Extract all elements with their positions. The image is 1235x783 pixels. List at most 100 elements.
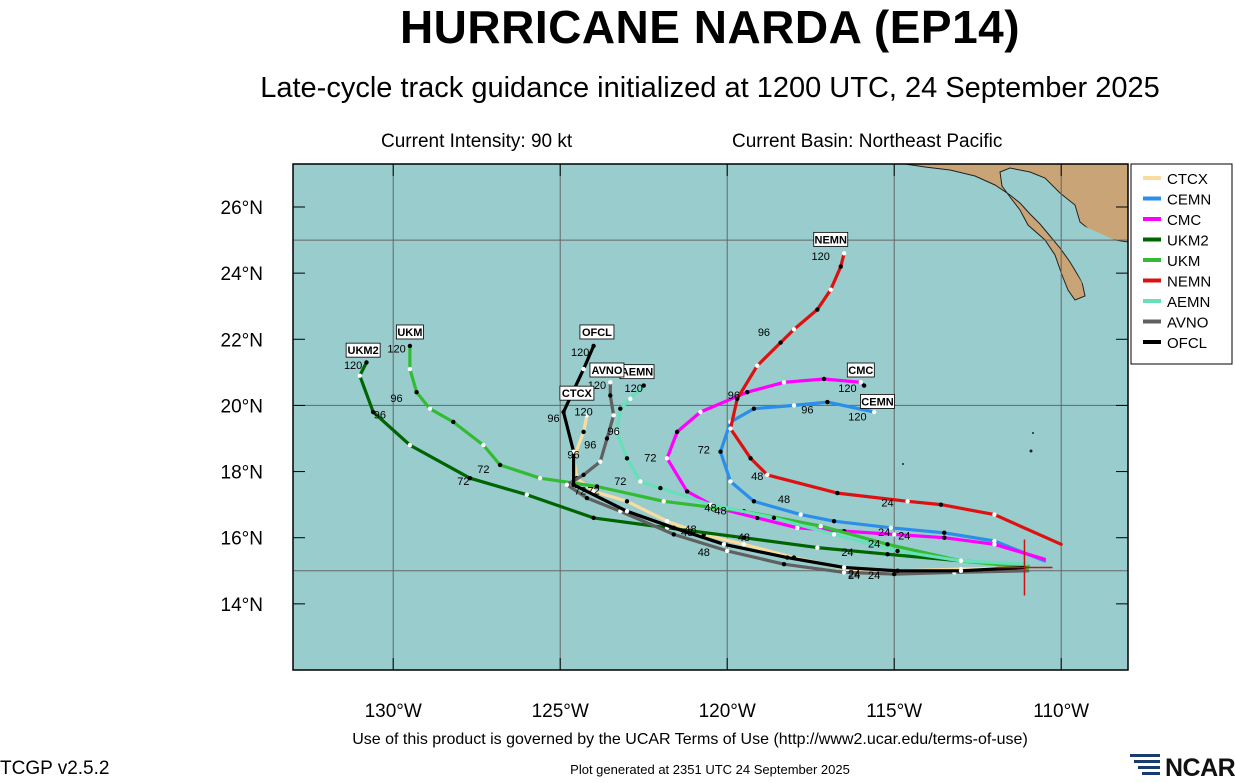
track-point: [571, 449, 576, 454]
forecast-hour-label: 48: [684, 524, 696, 536]
track-point: [638, 479, 643, 484]
track-point: [942, 535, 947, 540]
legend-entry-ofcl: OFCL: [1167, 335, 1207, 352]
forecast-hour-label: 24: [848, 568, 860, 580]
forecast-hour-label: 72: [477, 464, 489, 476]
legend-entry-ukm2: UKM2: [1167, 233, 1209, 250]
y-tick-label: 20°N: [221, 396, 263, 417]
forecast-hour-label: 24: [898, 530, 910, 542]
track-point: [992, 512, 997, 517]
track-point: [407, 343, 413, 349]
track-avno: [565, 380, 1030, 576]
track-point: [614, 429, 620, 435]
y-tick-label: 26°N: [221, 198, 263, 219]
track-point: [591, 343, 596, 349]
track-point: [815, 545, 820, 550]
track-point: [885, 542, 890, 547]
track-point: [608, 393, 613, 398]
y-tick-label: 22°N: [221, 330, 263, 351]
track-point: [427, 406, 433, 411]
track-point: [628, 396, 633, 402]
track-point: [591, 515, 596, 521]
island-dot: [1032, 432, 1034, 434]
track-point: [624, 456, 630, 461]
track-point: [728, 479, 733, 484]
forecast-hour-label: 24: [881, 497, 893, 509]
model-label-ctcx: CTCX: [562, 388, 593, 400]
x-tick-label: 130°W: [365, 701, 422, 722]
track-point: [671, 525, 676, 530]
legend-entry-ctcx: CTCX: [1167, 171, 1208, 188]
track-point: [838, 264, 843, 269]
model-label-cmc: CMC: [848, 365, 873, 377]
island-dot: [902, 463, 904, 465]
legend-entry-ukm: UKM: [1167, 253, 1200, 270]
track-point: [725, 548, 730, 554]
forecast-hour-label: 72: [644, 453, 656, 465]
track-point: [664, 456, 670, 461]
track-point: [858, 380, 863, 385]
track-point: [661, 499, 666, 504]
track-point: [581, 366, 586, 372]
model-label-avno: AVNO: [591, 365, 622, 377]
track-point: [958, 558, 964, 564]
track-point: [357, 373, 362, 378]
page-subtitle: Late-cycle track guidance initialized at…: [260, 72, 1160, 104]
forecast-hour-label: 72: [587, 486, 599, 498]
forecast-hour-label: 96: [390, 393, 402, 405]
y-tick-label: 16°N: [221, 529, 263, 550]
track-point: [684, 489, 690, 494]
track-point: [885, 552, 890, 557]
baja-california-land: [904, 164, 1128, 301]
track-point: [841, 251, 847, 256]
model-label-box: [860, 394, 895, 409]
track-point: [364, 360, 369, 365]
track-point: [618, 406, 623, 411]
track-point: [938, 502, 944, 507]
forecast-hour-label: 48: [704, 502, 716, 514]
forecast-hour-label: 72: [614, 476, 626, 488]
y-tick-label: 14°N: [221, 595, 263, 616]
page-title: HURRICANE NARDA (EP14): [399, 1, 1021, 53]
track-point: [755, 363, 760, 368]
track-point: [611, 413, 616, 418]
forecast-hour-label: 96: [758, 327, 770, 339]
track-point: [785, 555, 790, 560]
track-point: [608, 380, 613, 385]
current-intensity: Current Intensity: 90 kt: [381, 131, 573, 152]
model-label-box: [589, 362, 625, 378]
track-point: [674, 429, 680, 435]
track-point: [624, 499, 630, 504]
track-point: [581, 472, 586, 478]
track-point: [641, 383, 646, 388]
ocean-area: [293, 164, 1128, 670]
model-label-box: [345, 342, 381, 358]
legend-entry-avno: AVNO: [1167, 315, 1208, 332]
legend-entry-cmc: CMC: [1167, 212, 1201, 229]
track-point: [481, 442, 486, 448]
version-label: TCGP v2.5.2: [0, 758, 110, 779]
track-point: [561, 409, 566, 415]
track-point: [584, 413, 590, 418]
forecast-hour-label: 24: [868, 570, 880, 582]
track-point: [781, 561, 787, 567]
forecast-hour-label: 96: [608, 426, 620, 438]
track-point: [581, 429, 586, 435]
forecast-hour-label: 120: [812, 251, 830, 263]
terms-of-use: Use of this product is governed by the U…: [352, 731, 1028, 748]
track-point: [571, 482, 576, 487]
track-point: [728, 426, 733, 431]
track-nemn: [728, 251, 1063, 546]
model-label-box: [813, 231, 849, 247]
model-label-ukm2: UKM2: [348, 345, 379, 357]
track-point: [624, 509, 630, 514]
legend-entry-cemn: CEMN: [1167, 192, 1211, 209]
forecast-hour-label: 48: [778, 494, 790, 506]
track-point: [755, 515, 760, 521]
generated-timestamp: Plot generated at 2351 UTC 24 September …: [570, 762, 850, 777]
track-point: [815, 307, 820, 312]
track-point: [958, 568, 964, 573]
track-point: [781, 380, 787, 385]
track-point: [407, 366, 413, 372]
